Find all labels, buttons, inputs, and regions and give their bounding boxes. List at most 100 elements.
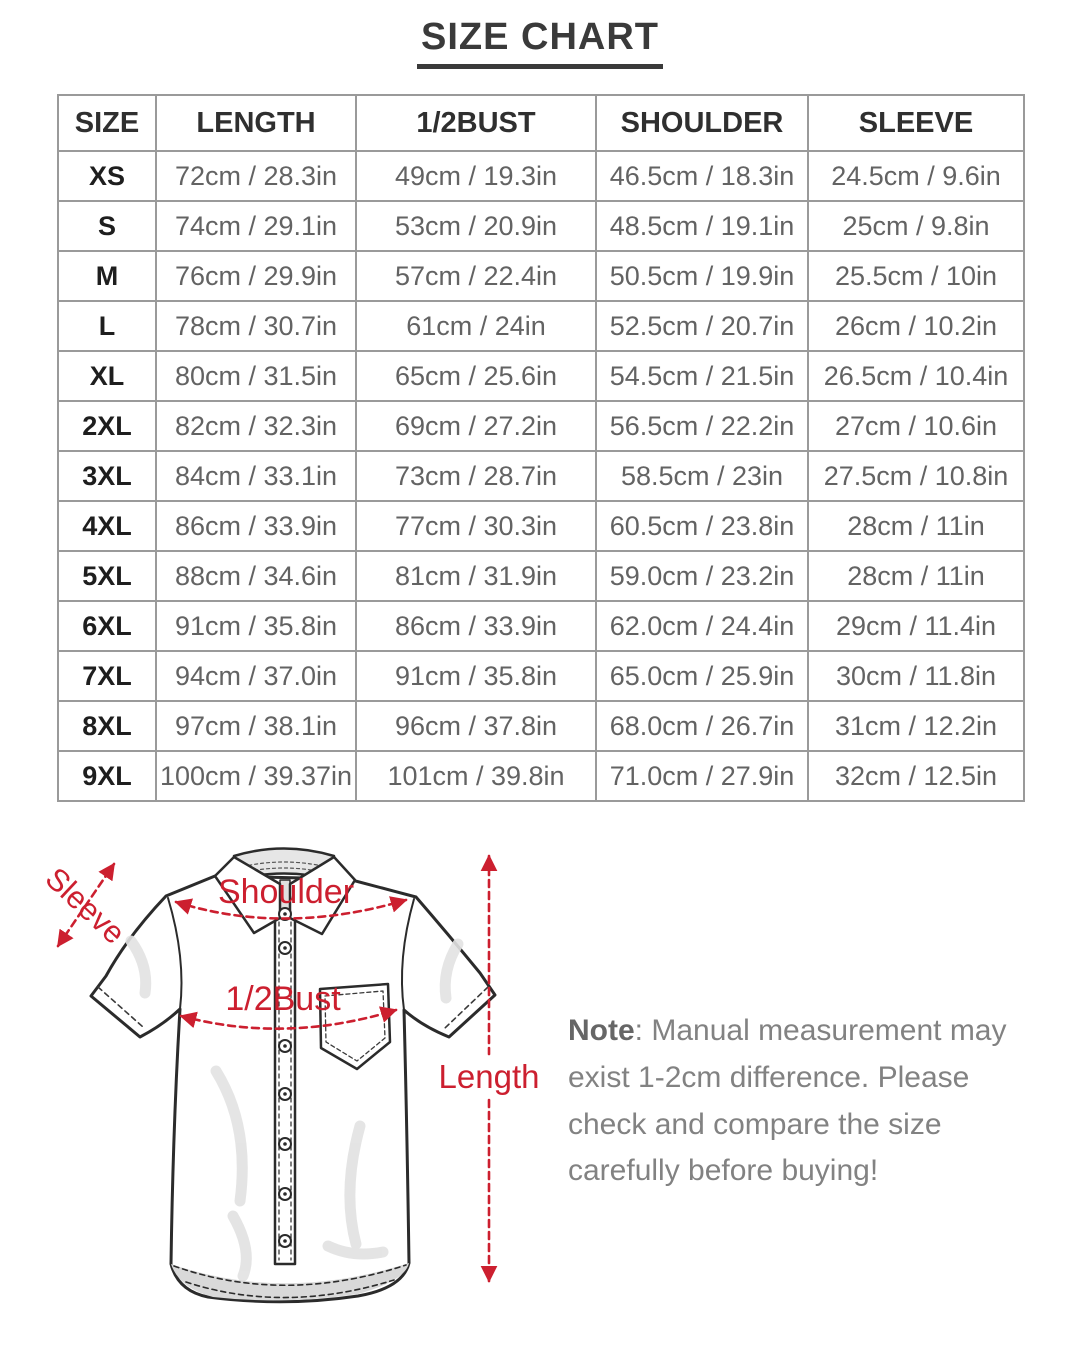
col-header-shoulder: SHOULDER (595, 94, 809, 152)
cell-size: 7XL (57, 650, 157, 702)
pocket-stitch (324, 990, 386, 1062)
note-label: Note (568, 1014, 635, 1047)
sleeve-label: Sleeve (39, 861, 132, 951)
title-wrap: SIZE CHART (0, 16, 1080, 69)
cell-bust: 73cm / 28.7in (355, 450, 597, 502)
cell-bust: 61cm / 24in (355, 300, 597, 352)
cell-bust: 53cm / 20.9in (355, 200, 597, 252)
cell-sleeve: 25cm / 9.8in (807, 200, 1025, 252)
cell-sleeve: 31cm / 12.2in (807, 700, 1025, 752)
table-row: 9XL 100cm / 39.37in 101cm / 39.8in 71.0c… (57, 750, 1025, 802)
cell-bust: 101cm / 39.8in (355, 750, 597, 802)
note-body: : Manual measurement may exist 1-2cm dif… (568, 1014, 1007, 1188)
cell-length: 74cm / 29.1in (155, 200, 357, 252)
cell-shoulder: 59.0cm / 23.2in (595, 550, 809, 602)
armhole-seam-right (400, 898, 415, 1011)
cell-size: 9XL (57, 750, 157, 802)
cell-bust: 81cm / 31.9in (355, 550, 597, 602)
shirt-measurement-diagram: Sleeve Shoulder 1/2Bust Length (39, 847, 540, 1304)
cell-sleeve: 29cm / 11.4in (807, 600, 1025, 652)
cell-length: 94cm / 37.0in (155, 650, 357, 702)
cell-sleeve: 32cm / 12.5in (807, 750, 1025, 802)
cell-sleeve: 27.5cm / 10.8in (807, 450, 1025, 502)
size-table: SIZE LENGTH 1/2BUST SHOULDER SLEEVE XS 7… (57, 94, 1025, 802)
cell-sleeve: 26cm / 10.2in (807, 300, 1025, 352)
page-title: SIZE CHART (417, 16, 663, 69)
cell-bust: 86cm / 33.9in (355, 600, 597, 652)
cell-bust: 69cm / 27.2in (355, 400, 597, 452)
cell-size: 2XL (57, 400, 157, 452)
table-row: 5XL 88cm / 34.6in 81cm / 31.9in 59.0cm /… (57, 550, 1025, 602)
cell-shoulder: 54.5cm / 21.5in (595, 350, 809, 402)
cell-length: 72cm / 28.3in (155, 150, 357, 202)
cell-bust: 91cm / 35.8in (355, 650, 597, 702)
sleeve-arrow (56, 862, 116, 948)
cell-size: XL (57, 350, 157, 402)
cell-length: 84cm / 33.1in (155, 450, 357, 502)
table-row: 4XL 86cm / 33.9in 77cm / 30.3in 60.5cm /… (57, 500, 1025, 552)
hem-stitch-top (173, 1264, 407, 1287)
bust-label: 1/2Bust (225, 980, 341, 1018)
cell-sleeve: 27cm / 10.6in (807, 400, 1025, 452)
col-header-bust: 1/2BUST (355, 94, 597, 152)
wrinkle-shadows (125, 935, 464, 1282)
table-row: 2XL 82cm / 32.3in 69cm / 27.2in 56.5cm /… (57, 400, 1025, 452)
cell-length: 97cm / 38.1in (155, 700, 357, 752)
col-header-length: LENGTH (155, 94, 357, 152)
cell-sleeve: 28cm / 11in (807, 550, 1025, 602)
cell-size: 3XL (57, 450, 157, 502)
cell-size: 6XL (57, 600, 157, 652)
shoulder-label: Shoulder (218, 873, 354, 911)
cell-shoulder: 48.5cm / 19.1in (595, 200, 809, 252)
cell-size: 5XL (57, 550, 157, 602)
note-text: Note: Manual measurement may exist 1-2cm… (568, 1008, 1050, 1195)
table-row: 7XL 94cm / 37.0in 91cm / 35.8in 65.0cm /… (57, 650, 1025, 702)
cell-shoulder: 50.5cm / 19.9in (595, 250, 809, 302)
cell-length: 76cm / 29.9in (155, 250, 357, 302)
cell-length: 100cm / 39.37in (155, 750, 357, 802)
cell-shoulder: 68.0cm / 26.7in (595, 700, 809, 752)
cell-size: XS (57, 150, 157, 202)
cell-length: 78cm / 30.7in (155, 300, 357, 352)
col-header-sleeve: SLEEVE (807, 94, 1025, 152)
table-row: 3XL 84cm / 33.1in 73cm / 28.7in 58.5cm /… (57, 450, 1025, 502)
button-holes (283, 912, 287, 1243)
armhole-seam-left (167, 897, 183, 1010)
table-row: M 76cm / 29.9in 57cm / 22.4in 50.5cm / 1… (57, 250, 1025, 302)
col-header-size: SIZE (57, 94, 157, 152)
cell-size: 4XL (57, 500, 157, 552)
table-row: L 78cm / 30.7in 61cm / 24in 52.5cm / 20.… (57, 300, 1025, 352)
cell-shoulder: 52.5cm / 20.7in (595, 300, 809, 352)
bust-arrow (179, 1006, 398, 1030)
hem-stitch-bottom (185, 1279, 395, 1299)
table-row: 8XL 97cm / 38.1in 96cm / 37.8in 68.0cm /… (57, 700, 1025, 752)
cell-bust: 57cm / 22.4in (355, 250, 597, 302)
cell-sleeve: 30cm / 11.8in (807, 650, 1025, 702)
cuff-stitch-right (444, 986, 489, 1029)
table-row: XS 72cm / 28.3in 49cm / 19.3in 46.5cm / … (57, 150, 1025, 202)
cell-size: M (57, 250, 157, 302)
cell-shoulder: 56.5cm / 22.2in (595, 400, 809, 452)
cuff-stitch-left (97, 986, 144, 1028)
cell-length: 88cm / 34.6in (155, 550, 357, 602)
cell-shoulder: 58.5cm / 23in (595, 450, 809, 502)
cell-sleeve: 28cm / 11in (807, 500, 1025, 552)
cell-sleeve: 24.5cm / 9.6in (807, 150, 1025, 202)
cell-bust: 77cm / 30.3in (355, 500, 597, 552)
length-label: Length (439, 1058, 540, 1095)
cell-size: 8XL (57, 700, 157, 752)
cell-length: 91cm / 35.8in (155, 600, 357, 652)
cell-size: S (57, 200, 157, 252)
cell-shoulder: 65.0cm / 25.9in (595, 650, 809, 702)
table-row: 6XL 91cm / 35.8in 86cm / 33.9in 62.0cm /… (57, 600, 1025, 652)
table-row: XL 80cm / 31.5in 65cm / 25.6in 54.5cm / … (57, 350, 1025, 402)
cell-shoulder: 62.0cm / 24.4in (595, 600, 809, 652)
cell-size: L (57, 300, 157, 352)
cell-sleeve: 26.5cm / 10.4in (807, 350, 1025, 402)
shoulder-arrow (174, 896, 408, 920)
cell-length: 82cm / 32.3in (155, 400, 357, 452)
cell-bust: 49cm / 19.3in (355, 150, 597, 202)
cell-bust: 65cm / 25.6in (355, 350, 597, 402)
cell-shoulder: 60.5cm / 23.8in (595, 500, 809, 552)
